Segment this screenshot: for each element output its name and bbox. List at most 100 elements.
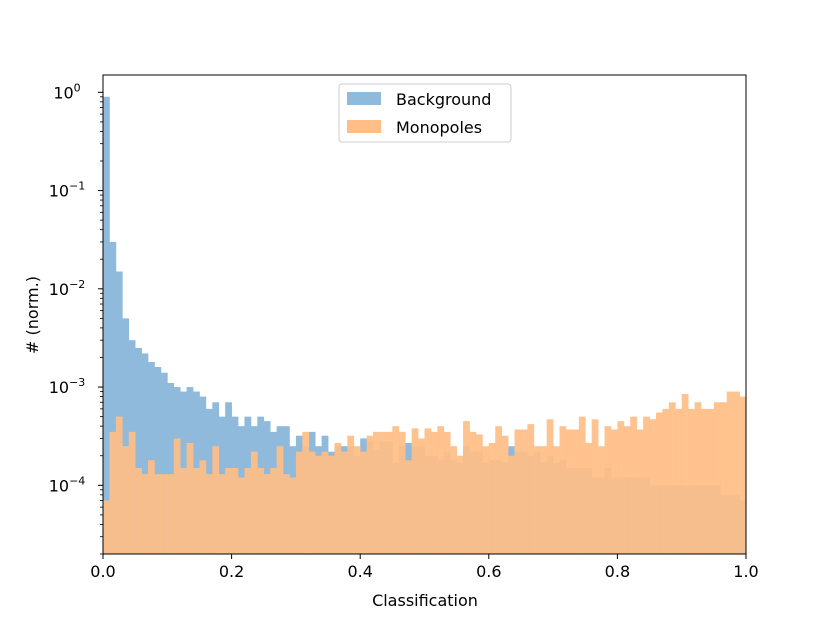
bar-background	[160, 372, 168, 554]
bar-monopoles	[199, 460, 207, 554]
bar-monopoles	[533, 446, 541, 554]
bar-monopoles	[437, 426, 445, 554]
y-axis-title: # (norm.)	[23, 276, 42, 354]
bar-monopoles	[585, 442, 593, 554]
bar-background	[103, 96, 110, 555]
x-tick-label: 0.4	[347, 562, 372, 581]
bar-monopoles	[488, 442, 496, 554]
x-tick-label: 1.0	[733, 562, 758, 581]
bar-monopoles	[623, 426, 631, 554]
x-tick-label: 0.0	[90, 562, 115, 581]
bar-monopoles	[340, 451, 348, 554]
series-monopoles-bars	[103, 391, 747, 554]
bar-monopoles	[218, 474, 226, 554]
bar-monopoles	[430, 431, 438, 554]
bar-monopoles	[128, 431, 136, 554]
bar-monopoles	[276, 446, 284, 554]
bar-monopoles	[392, 426, 400, 554]
x-axis: 0.0 0.2 0.4 0.6 0.8 1.0	[90, 554, 759, 581]
bar-monopoles	[109, 431, 117, 554]
bar-monopoles	[630, 416, 638, 554]
bar-background	[141, 353, 149, 554]
bar-monopoles	[212, 446, 220, 554]
legend-swatch-monopoles	[347, 120, 381, 133]
bar-monopoles	[688, 408, 695, 554]
bar-monopoles	[418, 438, 425, 554]
bar-monopoles	[167, 474, 175, 554]
bar-monopoles	[122, 446, 130, 554]
bar-monopoles	[514, 429, 522, 554]
bar-background	[109, 241, 117, 554]
legend-box	[338, 83, 512, 143]
bar-monopoles	[347, 435, 355, 554]
x-tick-label: 0.2	[219, 562, 244, 581]
x-axis-title: Classification	[372, 591, 478, 610]
bar-monopoles	[180, 468, 187, 554]
bar-monopoles	[295, 451, 303, 554]
bar-monopoles	[205, 474, 213, 554]
bar-monopoles	[186, 442, 194, 554]
legend: Background Monopoles	[338, 83, 512, 143]
bar-monopoles	[366, 435, 374, 554]
bar-monopoles	[495, 426, 503, 554]
bar-monopoles	[463, 421, 470, 554]
bar-monopoles	[553, 446, 560, 554]
plot-frame	[102, 74, 747, 555]
bar-background	[167, 383, 175, 554]
legend-label-monopoles: Monopoles	[396, 118, 482, 137]
bar-monopoles	[707, 408, 715, 554]
legend-swatch-background	[347, 92, 381, 105]
bar-monopoles	[450, 446, 457, 554]
bar-monopoles	[546, 419, 554, 554]
bar-monopoles	[328, 455, 335, 554]
bar-monopoles	[263, 474, 271, 554]
bar-monopoles	[565, 429, 573, 554]
bar-monopoles	[475, 434, 483, 554]
bar-monopoles	[115, 416, 123, 554]
bar-monopoles	[469, 431, 477, 554]
bar-monopoles	[713, 402, 721, 554]
bar-monopoles	[353, 446, 361, 554]
bar-monopoles	[591, 419, 599, 554]
bar-monopoles	[283, 474, 290, 554]
x-tick-label: 0.6	[476, 562, 501, 581]
bar-monopoles	[726, 391, 734, 554]
bar-monopoles	[456, 455, 464, 554]
bar-monopoles	[141, 474, 149, 554]
bar-monopoles	[154, 474, 162, 554]
bar-monopoles	[720, 402, 728, 554]
bar-monopoles	[572, 429, 580, 554]
bar-monopoles	[649, 419, 657, 554]
bar-monopoles	[668, 402, 676, 554]
bar-monopoles	[379, 431, 387, 554]
x-tick-label: 0.8	[605, 562, 630, 581]
bar-monopoles	[559, 426, 567, 554]
bar-monopoles	[527, 424, 535, 554]
legend-label-background: Background	[396, 90, 491, 109]
bar-monopoles	[411, 428, 419, 554]
bar-monopoles	[739, 396, 747, 554]
bar-monopoles	[173, 438, 181, 554]
bar-monopoles	[617, 421, 625, 554]
bar-monopoles	[373, 431, 380, 554]
bar-monopoles	[231, 468, 239, 554]
bar-monopoles	[238, 477, 245, 554]
bar-monopoles	[482, 446, 490, 554]
bar-monopoles	[160, 474, 168, 554]
bar-monopoles	[424, 428, 432, 554]
bar-monopoles	[360, 451, 367, 554]
bar-monopoles	[270, 468, 277, 554]
bar-monopoles	[334, 442, 342, 554]
bar-monopoles	[655, 412, 663, 554]
bar-monopoles	[508, 455, 515, 554]
bar-monopoles	[598, 446, 605, 554]
bar-monopoles	[315, 455, 322, 554]
bar-monopoles	[681, 394, 689, 554]
bar-monopoles	[662, 408, 670, 554]
bar-monopoles	[675, 408, 683, 554]
bar-monopoles	[250, 451, 258, 554]
bar-monopoles	[135, 468, 142, 554]
bar-monopoles	[694, 402, 702, 554]
bar-monopoles	[244, 468, 252, 554]
